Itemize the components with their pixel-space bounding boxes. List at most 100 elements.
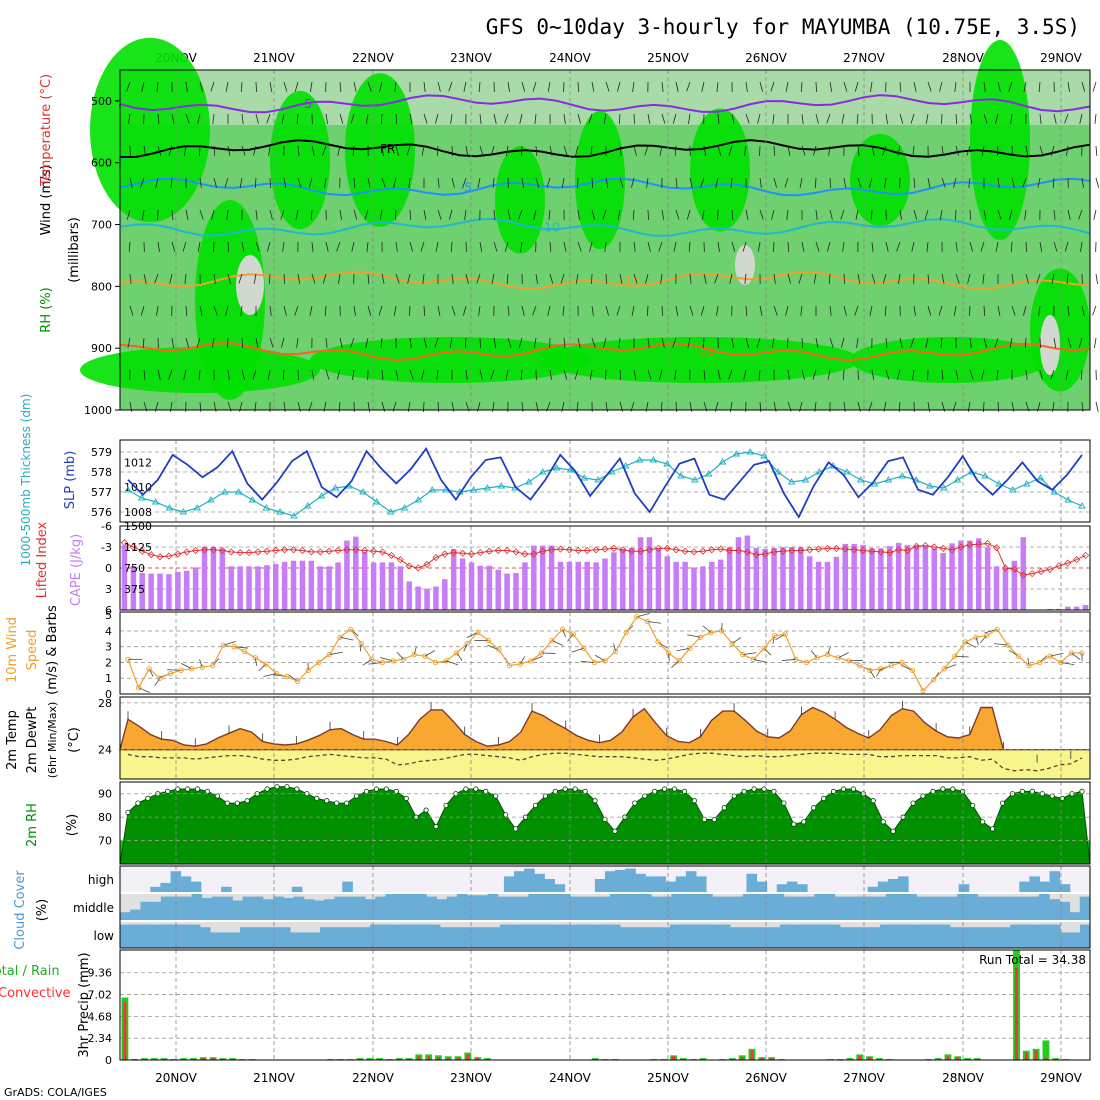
wind-barb	[898, 273, 901, 284]
cape-bar	[815, 561, 822, 610]
cape-bar	[335, 562, 341, 610]
surface-wind-barb	[445, 660, 459, 666]
rh-moist-region	[850, 133, 910, 227]
rh-moist-region	[1030, 268, 1090, 392]
li-point	[503, 546, 511, 555]
wind-barb	[1008, 81, 1013, 92]
li-point	[200, 546, 209, 554]
wind-tick-label: 3	[105, 641, 112, 654]
wind-barb	[546, 177, 551, 188]
wind-barb	[731, 113, 735, 124]
wind-barb	[238, 273, 243, 284]
wind-barb	[129, 305, 134, 316]
surface-wind-barb	[731, 636, 742, 644]
wind-barb	[717, 113, 720, 124]
wind-barb	[521, 177, 524, 188]
wind-barb	[518, 337, 523, 348]
wind-point	[369, 656, 375, 662]
wind-point	[761, 645, 767, 651]
wind-barb	[409, 305, 411, 317]
wind-barb	[129, 273, 132, 284]
cloud-cover-bar	[181, 896, 192, 920]
label-slp: SLP (mb)	[63, 451, 78, 510]
wind-barb	[394, 81, 397, 92]
wind-barb	[1081, 177, 1084, 188]
wind-barb	[366, 241, 369, 252]
surface-wind-barb	[647, 621, 662, 624]
li-tick-label: 6	[105, 604, 112, 617]
wind-barb	[422, 273, 425, 284]
wind-barb	[1053, 337, 1057, 348]
wind-barb	[1095, 401, 1099, 412]
cape-bar	[344, 540, 350, 610]
wind-barb	[297, 177, 302, 188]
wind-barb	[983, 305, 986, 317]
wind-barb	[255, 241, 260, 252]
cloud-cover-bar	[936, 896, 948, 920]
wind-barb	[674, 145, 677, 156]
wind-barb	[213, 305, 218, 316]
wind-barb	[1065, 369, 1069, 380]
chart-title: GFS 0~10day 3-hourly for MAYUMBA (10.75E…	[486, 15, 1080, 39]
wind-barb	[1038, 305, 1041, 316]
wind-barb	[617, 81, 621, 92]
label-temperature: Temperature (°C)	[39, 74, 54, 187]
rh2m-point	[393, 788, 399, 794]
wind-barb	[266, 113, 271, 124]
top-date-labels: 20NOV21NOV22NOV23NOV24NOV25NOV26NOV27NOV…	[155, 51, 1082, 65]
wind-barb	[700, 305, 705, 316]
wind-barb	[465, 241, 467, 253]
wind-barb	[801, 337, 804, 349]
wind-barb	[996, 369, 999, 380]
precip-tick-label: 7.02	[88, 989, 113, 1002]
cape-bar	[219, 548, 226, 610]
wind-barb	[1094, 337, 1097, 348]
wind-barb	[381, 369, 384, 380]
li-point	[325, 547, 333, 555]
cape-bar	[717, 559, 724, 610]
rh2m-point	[423, 807, 429, 813]
cloud-cover-bar	[510, 924, 521, 948]
wind-barb	[646, 177, 649, 188]
wind-barb	[941, 145, 944, 156]
rh2m-point	[572, 786, 578, 792]
wind-point	[1047, 653, 1053, 659]
li-point	[797, 546, 805, 555]
cape-bar	[201, 546, 208, 610]
wind-barb	[282, 241, 285, 252]
cloud-cover-bar	[260, 927, 271, 948]
li-point	[1081, 551, 1090, 559]
cloud-cover-bar	[780, 924, 791, 948]
wind-barb	[577, 81, 580, 93]
precip-convective-bar	[760, 1058, 764, 1060]
cloud-cover-bar	[365, 899, 376, 920]
li-point	[743, 548, 751, 556]
surface-wind-barb	[138, 687, 150, 693]
cloud-cover-bar	[230, 932, 241, 948]
wind-barb	[717, 241, 720, 252]
precip-convective-bar	[456, 1057, 460, 1060]
wind-barb	[801, 369, 805, 380]
cloud-cover-bar	[342, 881, 353, 892]
surface-wind-barb	[258, 663, 267, 672]
wind-barb	[675, 177, 678, 188]
rh-moist-region	[270, 90, 330, 230]
wind-barb	[633, 369, 637, 380]
wind-barb	[225, 305, 229, 316]
cloud-cover-bar	[750, 927, 761, 948]
rh2m-point	[483, 788, 489, 794]
rh2m-point	[880, 819, 886, 825]
wind-barb	[1050, 369, 1055, 380]
date-label-top: 26NOV	[745, 51, 787, 65]
cloud-cover-bar	[320, 927, 331, 948]
thickness-point	[704, 470, 713, 477]
wind-barb	[591, 177, 594, 189]
wind-barb	[953, 305, 957, 316]
cloud-cover-bar	[340, 927, 351, 948]
wind-barb	[687, 337, 691, 348]
wind-barb	[815, 113, 819, 124]
wind-barb	[828, 273, 831, 285]
wind-barb	[311, 369, 315, 380]
